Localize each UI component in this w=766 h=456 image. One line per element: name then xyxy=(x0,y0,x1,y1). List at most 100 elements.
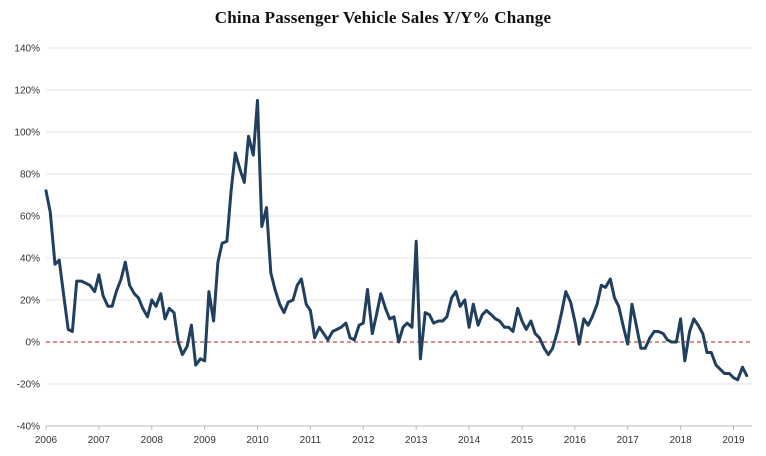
x-tick-label: 2017 xyxy=(617,435,640,446)
data-point xyxy=(472,303,475,306)
data-point xyxy=(67,328,70,331)
data-point xyxy=(494,317,497,321)
data-point xyxy=(379,292,382,295)
data-point xyxy=(410,326,414,329)
data-point xyxy=(225,240,229,243)
data-point xyxy=(490,313,493,316)
data-point xyxy=(701,332,704,335)
data-point xyxy=(93,290,96,293)
data-point xyxy=(639,347,643,350)
data-point xyxy=(124,261,127,264)
data-point xyxy=(609,277,612,281)
data-point xyxy=(538,336,541,339)
data-point xyxy=(670,340,673,344)
x-tick-label: 2011 xyxy=(300,435,322,446)
data-point xyxy=(322,332,325,335)
data-point xyxy=(732,376,735,379)
x-tick-label: 2006 xyxy=(35,435,58,446)
data-point xyxy=(564,290,567,293)
data-point xyxy=(741,366,744,369)
data-point xyxy=(278,303,281,306)
data-point xyxy=(80,279,83,283)
data-point xyxy=(582,317,585,321)
y-axis-tick-labels: 140% 120% 100% 80% 60% 40% 20% 0% -20% -40% xyxy=(14,44,40,433)
data-point xyxy=(133,292,136,295)
data-point xyxy=(269,271,272,274)
chart-title: China Passenger Vehicle Sales Y/Y% Chang… xyxy=(214,8,552,27)
data-point xyxy=(424,311,427,314)
data-point xyxy=(503,326,506,329)
data-point xyxy=(714,363,718,367)
data-point xyxy=(71,330,74,333)
x-tick-label: 2007 xyxy=(88,435,111,446)
data-point xyxy=(62,292,65,295)
data-point xyxy=(529,319,533,323)
data-point xyxy=(516,307,519,310)
data-point xyxy=(551,347,554,350)
data-point xyxy=(688,330,691,333)
data-point xyxy=(273,288,277,291)
data-point xyxy=(626,342,629,346)
data-point xyxy=(458,305,462,308)
y-tick-label: 120% xyxy=(14,86,40,97)
y-tick-label: 80% xyxy=(20,170,40,181)
data-point xyxy=(207,290,211,293)
data-point xyxy=(419,357,422,360)
data-point xyxy=(705,351,709,354)
y-tick-label: 20% xyxy=(20,296,40,307)
data-point xyxy=(75,279,78,283)
data-point xyxy=(172,311,176,314)
data-point xyxy=(481,313,484,316)
x-tick-label: 2019 xyxy=(722,435,745,446)
data-point xyxy=(101,294,105,297)
data-point xyxy=(291,298,295,302)
x-tick-label: 2015 xyxy=(511,435,534,446)
data-point xyxy=(168,307,171,310)
data-point xyxy=(163,317,167,321)
data-point xyxy=(49,210,52,213)
data-point xyxy=(384,307,387,310)
data-point xyxy=(630,303,634,306)
data-point xyxy=(534,332,537,335)
data-point xyxy=(357,324,361,327)
data-point xyxy=(569,300,572,304)
data-point xyxy=(617,305,620,308)
data-point xyxy=(498,319,501,323)
data-point xyxy=(181,353,184,356)
data-point xyxy=(216,261,220,264)
data-point xyxy=(719,368,722,371)
data-point xyxy=(335,328,339,331)
data-point xyxy=(745,374,748,377)
data-point xyxy=(600,284,603,287)
x-tick-label: 2016 xyxy=(564,435,587,446)
x-tick-label: 2013 xyxy=(405,435,428,446)
data-point xyxy=(203,359,206,363)
data-point xyxy=(406,321,409,325)
y-tick-label: -40% xyxy=(17,422,40,433)
data-point xyxy=(339,326,343,329)
data-point xyxy=(520,319,524,323)
data-point xyxy=(428,313,431,316)
data-point xyxy=(736,378,739,381)
series-layer xyxy=(44,99,749,382)
data-point xyxy=(265,206,268,209)
data-point xyxy=(662,332,665,335)
data-point xyxy=(476,324,480,327)
data-point xyxy=(110,305,114,308)
data-point xyxy=(53,263,57,266)
data-point xyxy=(220,242,224,245)
data-point xyxy=(441,319,444,323)
y-tick-label: 40% xyxy=(20,254,40,265)
data-point xyxy=(573,319,576,323)
data-point xyxy=(728,372,731,375)
data-point xyxy=(415,240,418,243)
data-point xyxy=(547,353,550,356)
data-point xyxy=(591,315,594,318)
y-tick-label: 100% xyxy=(14,128,40,139)
data-point xyxy=(326,338,330,342)
data-point xyxy=(454,290,458,293)
data-point xyxy=(313,336,316,339)
x-tick-label: 2009 xyxy=(194,435,217,446)
